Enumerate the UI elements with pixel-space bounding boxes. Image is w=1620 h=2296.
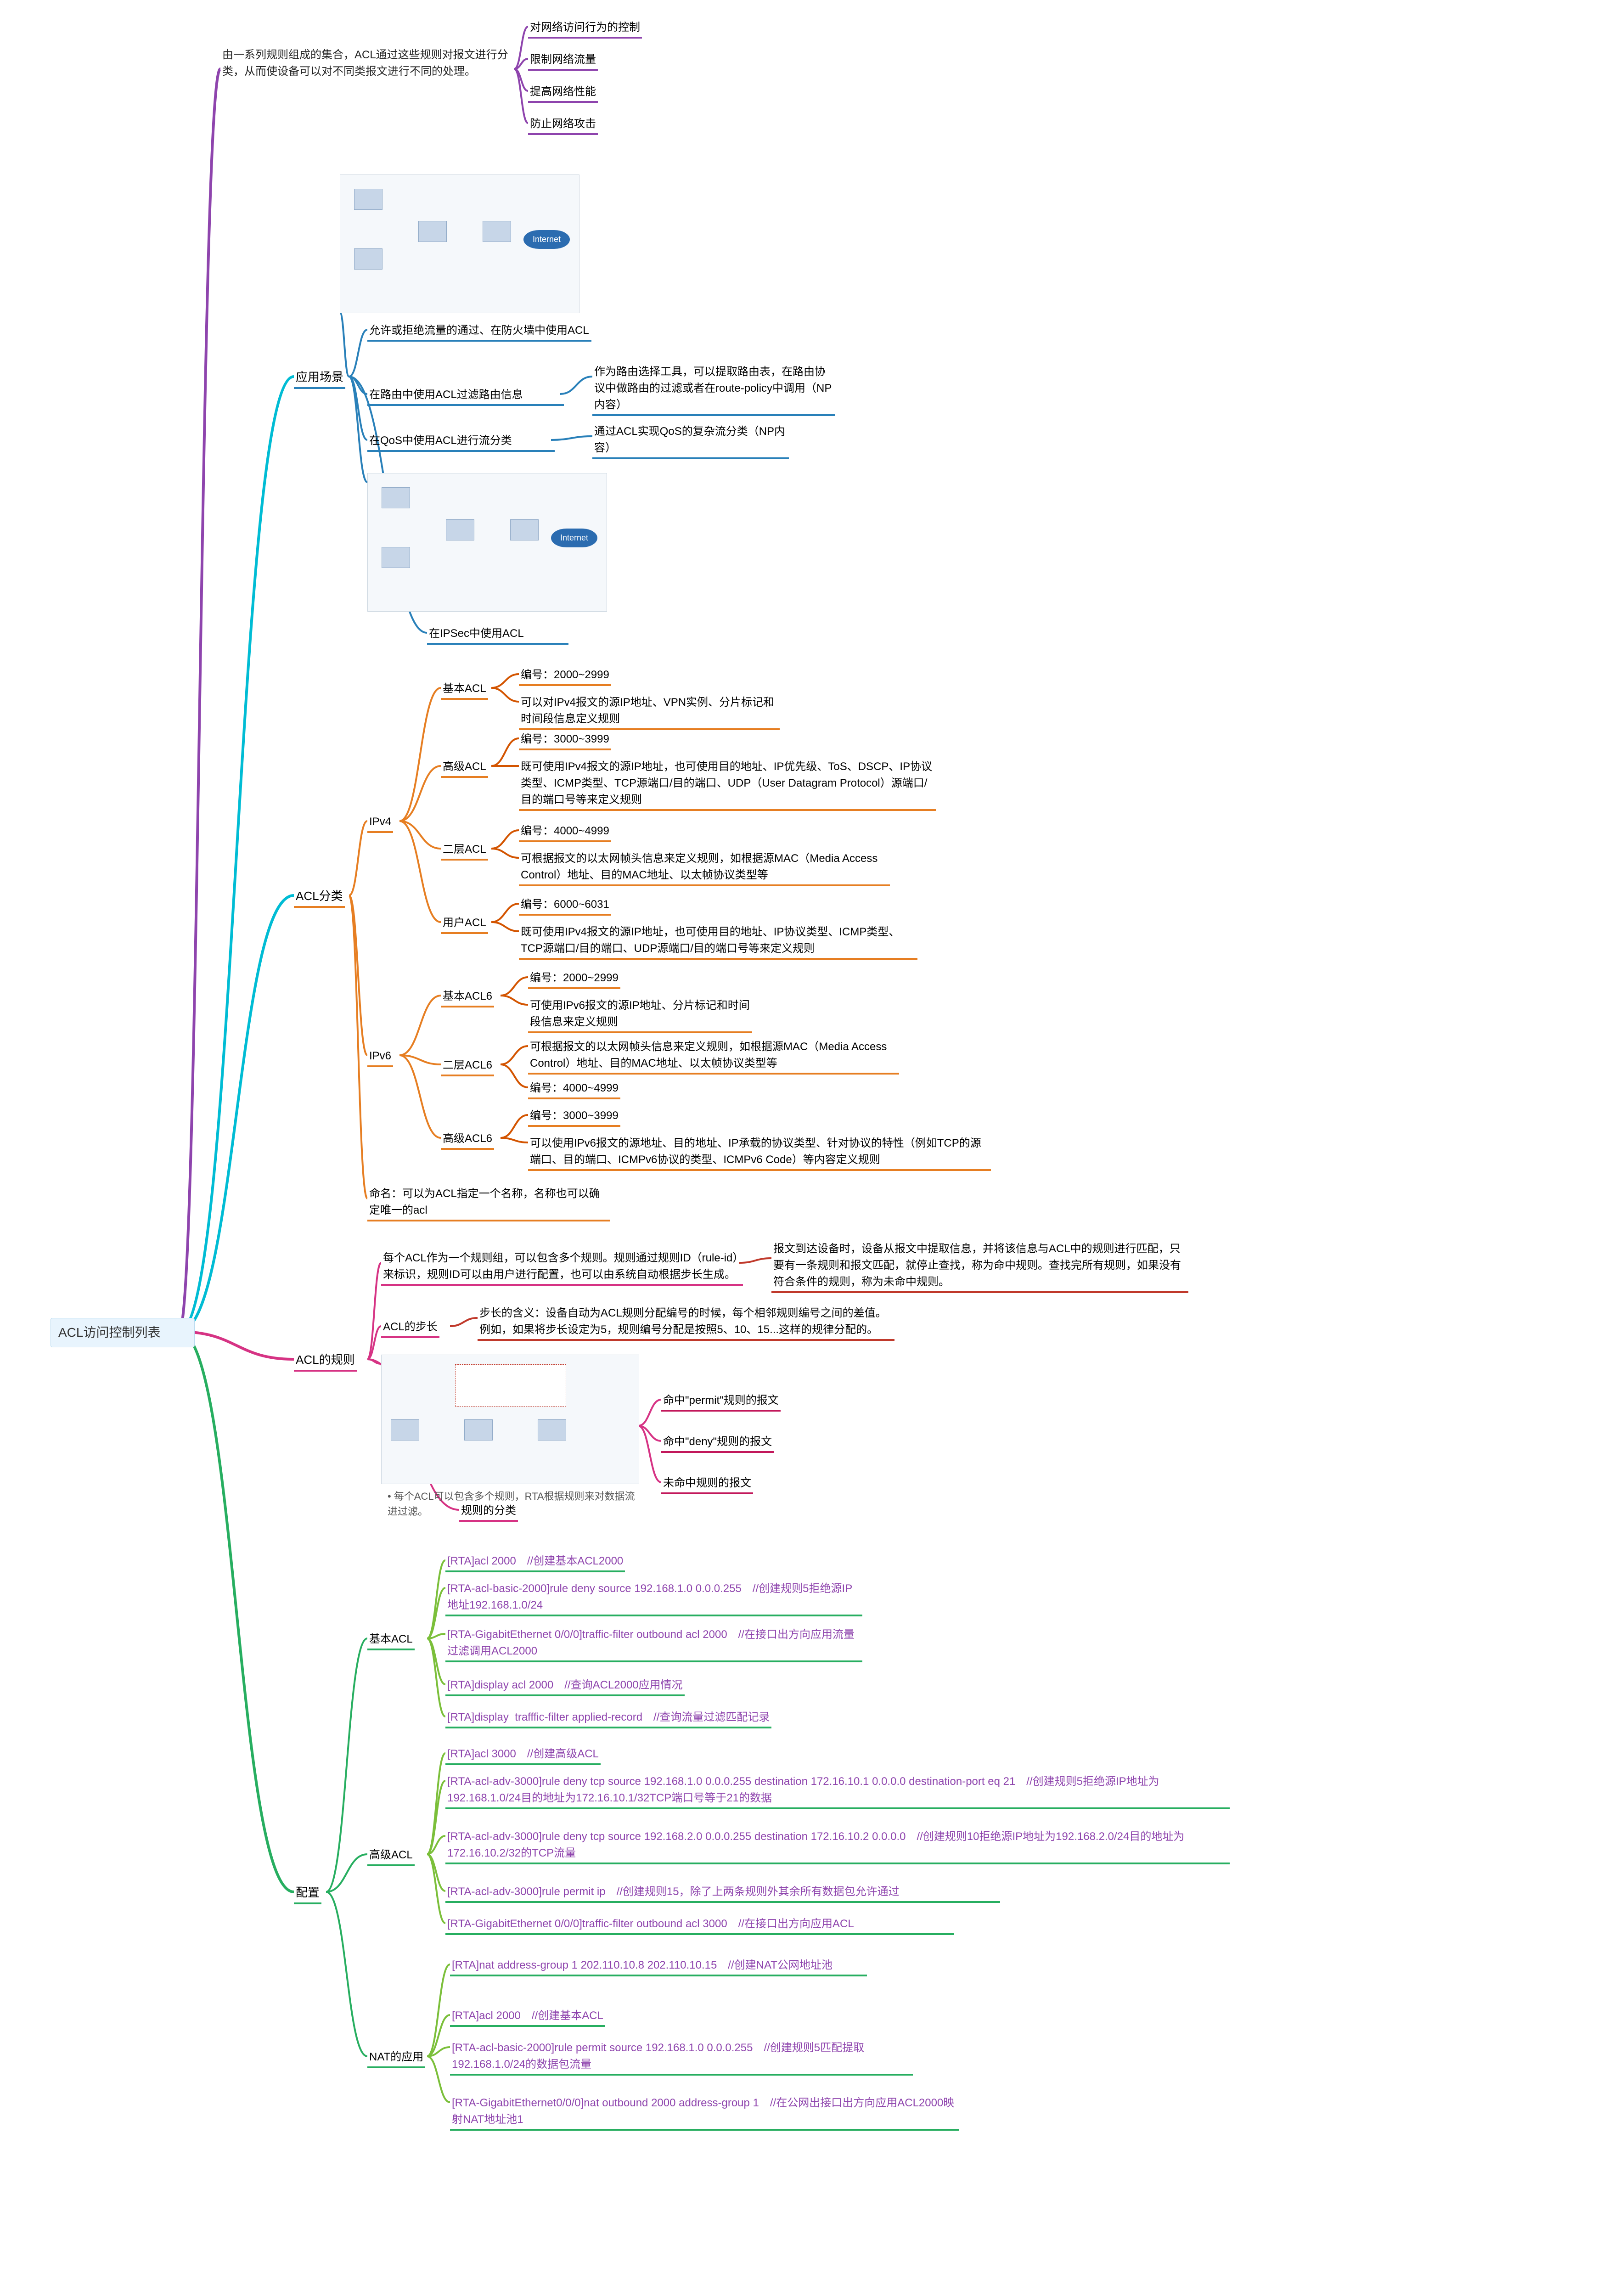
config-adv-label: 高级ACL xyxy=(367,1846,415,1866)
ipv4-item-0-child-1: 可以对IPv4报文的源IP地址、VPN实例、分片标记和时间段信息定义规则 xyxy=(519,693,780,730)
config-nat-item-0: [RTA]nat address-group 1 202.110.10.8 20… xyxy=(450,1956,867,1976)
ipv4-item-0: 基本ACL xyxy=(441,680,488,700)
ipv4-item-1-child-0: 编号：3000~3999 xyxy=(519,730,611,750)
usage-item-child-1: 作为路由选择工具，可以提取路由表，在路由协议中做路由的过滤或者在route-po… xyxy=(592,363,835,416)
config-basic-item-1: [RTA-acl-basic-2000]rule deny source 192… xyxy=(445,1580,862,1616)
ipv6-item-2-child-0: 编号：3000~3999 xyxy=(528,1107,620,1127)
intro-item-0: 对网络访问行为的控制 xyxy=(528,18,642,39)
ipv6-item-0: 基本ACL6 xyxy=(441,987,494,1007)
ruleclass-item-1: 命中"deny"规则的报文 xyxy=(661,1433,774,1453)
ipv4-item-3-child-0: 编号：6000~6031 xyxy=(519,895,611,916)
usage-item-3: 在IPSec中使用ACL xyxy=(427,625,568,645)
ruleclass-item-2: 未命中规则的报文 xyxy=(661,1474,753,1494)
ipv6-item-2-child-1: 可以使用IPv6报文的源地址、目的地址、IP承载的协议类型、针对协议的特性（例如… xyxy=(528,1134,991,1171)
ruleclass-item-0: 命中"permit"规则的报文 xyxy=(661,1391,781,1412)
ipv6-item-0-child-0: 编号：2000~2999 xyxy=(528,969,620,989)
intro-item-2: 提高网络性能 xyxy=(528,83,598,103)
aclrule-step-child: 步长的含义：设备自动为ACL规则分配编号的时候，每个相邻规则编号之间的差值。例如… xyxy=(478,1304,894,1341)
config-nat-item-1: [RTA]acl 2000 //创建基本ACL xyxy=(450,2007,605,2027)
ipv6-label: IPv6 xyxy=(367,1047,393,1067)
ipv4-item-1-child-1: 既可使用IPv4报文的源IP地址，也可使用目的地址、IP优先级、ToS、DSCP… xyxy=(519,758,936,811)
config-adv-item-1: [RTA-acl-adv-3000]rule deny tcp source 1… xyxy=(445,1773,1230,1809)
config-basic-label: 基本ACL xyxy=(367,1630,415,1650)
ipv4-item-2-child-1: 可根据报文的以太网帧头信息来定义规则，如根据源MAC（Media Access … xyxy=(519,850,890,886)
usage-item-child-2: 通过ACL实现QoS的复杂流分类（NP内容） xyxy=(592,422,789,459)
config-nat-label: NAT的应用 xyxy=(367,2048,425,2068)
config-adv-item-2: [RTA-acl-adv-3000]rule deny tcp source 1… xyxy=(445,1828,1230,1864)
config-nat-item-2: [RTA-acl-basic-2000]rule permit source 1… xyxy=(450,2039,913,2076)
ipv4-item-1: 高级ACL xyxy=(441,758,488,778)
ipv4-item-3-child-1: 既可使用IPv4报文的源IP地址，也可使用目的地址、IP协议类型、ICMP类型、… xyxy=(519,923,917,960)
aclrule-diagram xyxy=(381,1355,639,1484)
usage-item-0: 允许或拒绝流量的通过、在防火墙中使用ACL xyxy=(367,321,591,342)
config-basic-item-0: [RTA]acl 2000 //创建基本ACL2000 xyxy=(445,1552,625,1572)
ipv6-item-0-child-1: 可使用IPv6报文的源IP地址、分片标记和时间段信息来定义规则 xyxy=(528,996,752,1033)
ipv6-item-1-child-1: 编号：4000~4999 xyxy=(528,1079,620,1099)
config-adv-item-3: [RTA-acl-adv-3000]rule permit ip //创建规则1… xyxy=(445,1883,1000,1903)
intro-item-1: 限制网络流量 xyxy=(528,51,598,71)
aclrule-step: ACL的步长 xyxy=(381,1318,439,1338)
config-adv-item-0: [RTA]acl 3000 //创建高级ACL xyxy=(445,1745,601,1765)
ipv4-item-2-child-0: 编号：4000~4999 xyxy=(519,822,611,842)
root-node: ACL访问控制列表 xyxy=(51,1318,195,1347)
naming-label: 命名：可以为ACL指定一个名称，名称也可以确定唯一的acl xyxy=(367,1185,610,1221)
usage-label: 应用场景 xyxy=(294,367,345,389)
aclrule-desc: 每个ACL作为一个规则组，可以包含多个规则。规则通过规则ID（rule-id）来… xyxy=(381,1249,743,1286)
ipv4-label: IPv4 xyxy=(367,813,393,833)
config-nat-item-3: [RTA-GigabitEthernet0/0/0]nat outbound 2… xyxy=(450,2094,959,2131)
usage-item-2: 在QoS中使用ACL进行流分类 xyxy=(367,432,555,452)
usage-diagram-1: Internet xyxy=(340,174,579,313)
config-label: 配置 xyxy=(294,1883,321,1904)
ipv6-item-1: 二层ACL6 xyxy=(441,1056,494,1076)
config-basic-item-4: [RTA]display trafffic-filter applied-rec… xyxy=(445,1708,771,1728)
usage-diagram-2: Internet xyxy=(367,473,607,612)
ipv4-item-3: 用户ACL xyxy=(441,914,488,934)
config-basic-item-3: [RTA]display acl 2000 //查询ACL2000应用情况 xyxy=(445,1676,685,1696)
aclclass-label: ACL分类 xyxy=(294,886,345,908)
config-adv-item-4: [RTA-GigabitEthernet 0/0/0]traffic-filte… xyxy=(445,1915,954,1935)
ipv4-item-0-child-0: 编号：2000~2999 xyxy=(519,666,611,686)
usage-item-1: 在路由中使用ACL过滤路由信息 xyxy=(367,386,564,406)
intro-item-3: 防止网络攻击 xyxy=(528,115,598,135)
config-basic-item-2: [RTA-GigabitEthernet 0/0/0]traffic-filte… xyxy=(445,1626,862,1662)
ipv6-item-2: 高级ACL6 xyxy=(441,1130,494,1150)
aclrule-classlabel: 规则的分类 xyxy=(459,1502,518,1522)
ipv6-item-1-child-0: 可根据报文的以太网帧头信息来定义规则，如根据源MAC（Media Access … xyxy=(528,1038,899,1075)
aclrule-desc-child: 报文到达设备时，设备从报文中提取信息，并将该信息与ACL中的规则进行匹配，只要有… xyxy=(771,1240,1188,1293)
intro-text: 由一系列规则组成的集合，ACL通过这些规则对报文进行分类，从而使设备可以对不同类… xyxy=(220,46,518,81)
aclrule-label: ACL的规则 xyxy=(294,1350,357,1372)
ipv4-item-2: 二层ACL xyxy=(441,840,488,861)
